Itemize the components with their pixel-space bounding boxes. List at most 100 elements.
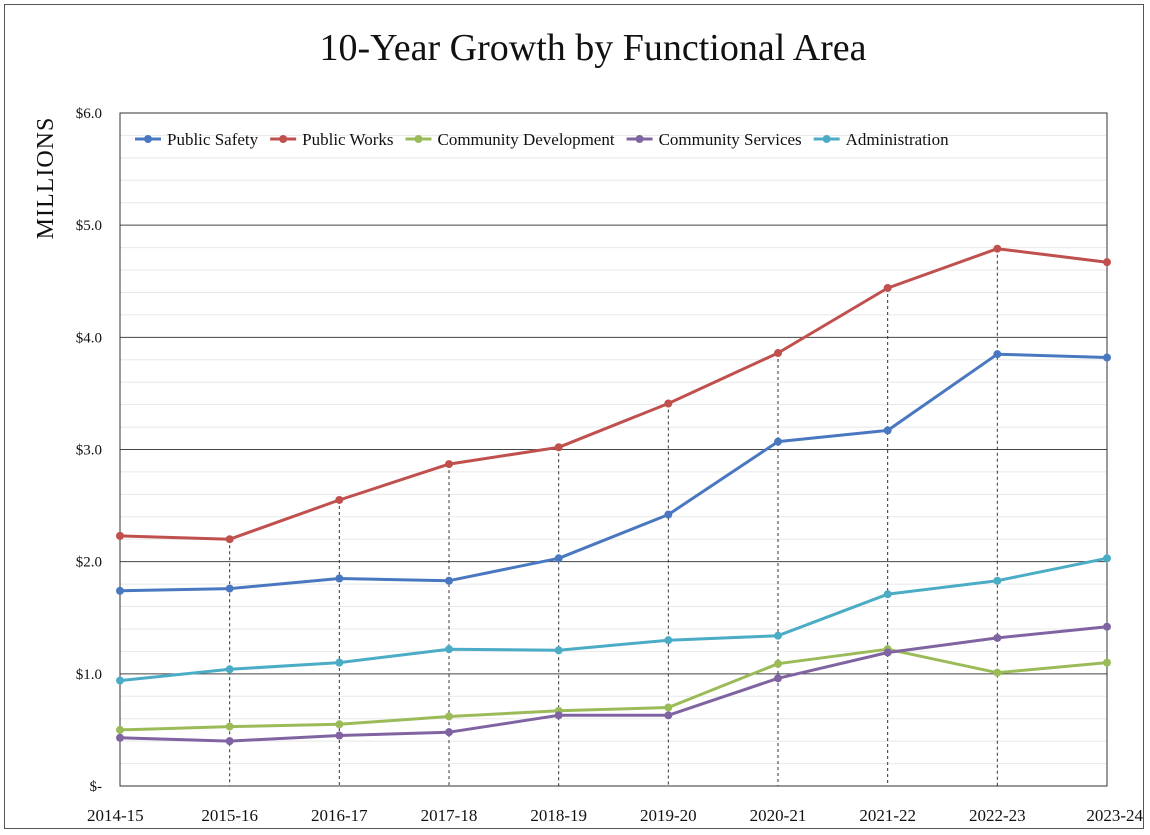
data-point [664,510,673,519]
data-point [774,631,782,640]
series-public-safety [116,350,1111,595]
series-line [119,647,1108,732]
legend-label: Administration [846,130,949,149]
chart-title: 10-Year Growth by Functional Area [319,27,866,69]
data-point [1103,622,1111,631]
data-point [225,737,234,746]
y-tick-label: $4.0 [76,330,102,346]
data-point [993,633,1002,642]
data-point [335,658,344,667]
x-tick-label: 2021-22 [859,806,916,825]
data-point [883,590,892,599]
data-point [554,443,563,452]
data-point [554,554,563,563]
data-point [774,349,782,358]
x-tick-label: 2023-24 [1086,806,1143,825]
data-point [116,733,124,742]
legend-item: Administration [813,130,949,149]
series-administration [116,554,1111,685]
x-tick-label: 2015-16 [201,806,258,825]
legend-label: Community Services [659,130,802,149]
legend-marker [822,135,831,143]
series-community-services [116,622,1111,746]
series-public-works [116,244,1111,544]
data-point [774,659,782,668]
x-tick-label: 2022-23 [969,806,1026,825]
data-point [116,725,124,734]
legend-marker [635,135,644,143]
data-point [225,584,234,593]
data-point [1103,554,1111,563]
y-tick-label: $6.0 [76,106,102,122]
legend: Public Safety Public Works Community Devel… [135,130,949,149]
data-point [445,712,453,721]
data-point [1103,658,1111,667]
legend-marker [414,135,423,143]
data-point [993,576,1002,585]
chart-frame [4,4,1144,829]
legend-item: Community Services [626,130,802,149]
x-tick-label: 2016-17 [311,806,368,825]
y-tick-label: $- [90,779,103,795]
data-point [225,722,234,731]
x-tick-label: 2018-19 [530,806,587,825]
legend-marker [279,135,288,143]
data-point [993,244,1002,253]
series-line [119,625,1108,743]
data-point [664,399,673,408]
data-point [335,731,344,740]
data-point [445,728,453,737]
series-line [119,352,1108,593]
data-point [883,283,892,292]
data-point [993,668,1002,677]
data-point [445,576,453,585]
data-point [664,711,673,720]
x-tick-label: 2017-18 [421,806,478,825]
y-tick-labels: $6.0 $5.0 $4.0 $3.0 $2.0 $1.0 $- [76,106,102,795]
legend-marker [144,135,152,143]
legend-label: Public Works [302,130,393,149]
data-point [445,460,453,469]
legend-label: Public Safety [167,130,259,149]
data-point [225,535,234,544]
legend-item: Public Safety [135,130,259,149]
data-point [335,495,344,504]
x-tick-label: 2014-15 [87,806,144,825]
legend-item: Public Works [270,130,394,149]
data-point [664,636,673,645]
data-point [554,711,563,720]
data-point [554,646,563,655]
data-point [883,648,892,657]
series-line [119,556,1108,683]
data-point [116,531,124,540]
x-tick-label: 2019-20 [640,806,697,825]
data-point [225,665,234,674]
legend-label: Community Development [438,130,615,149]
data-point [116,586,124,595]
data-point [116,676,124,685]
data-point [445,645,453,654]
series-line [119,247,1108,541]
data-point [774,437,782,446]
data-point [883,426,892,435]
data-point [774,674,782,683]
y-axis-label: MILLIONS [33,117,59,240]
data-point [1103,258,1111,267]
y-tick-label: $3.0 [76,443,102,459]
series-layer [116,244,1111,746]
data-point [335,574,344,583]
data-point [1103,353,1111,362]
plot-area-border [119,112,1108,787]
x-tick-label: 2020-21 [750,806,807,825]
y-tick-label: $1.0 [76,667,102,683]
series-community-development [116,645,1111,734]
data-point [335,720,344,729]
data-point [993,350,1002,359]
y-tick-label: $2.0 [76,555,102,571]
grid-layer [120,134,1107,765]
data-point [664,703,673,712]
x-tick-labels: 2014-15 2015-16 2016-17 2017-18 2018-19 2019-… [87,806,1143,825]
y-tick-label: $5.0 [76,218,102,234]
legend-item: Community Development [405,130,615,149]
